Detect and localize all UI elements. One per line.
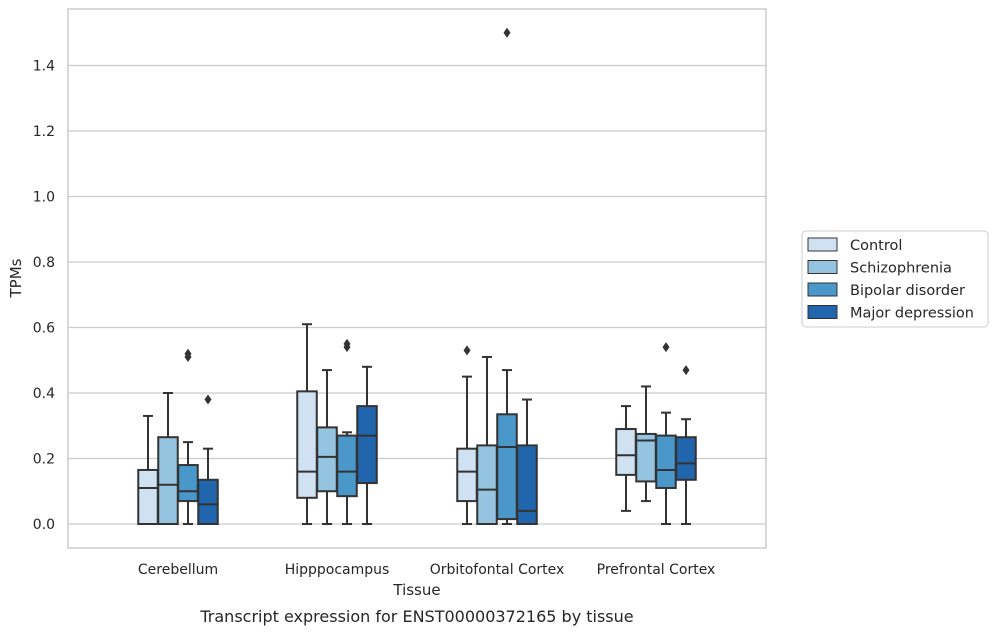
- box-body: [516, 444, 538, 525]
- y-tick-label: 0.4: [33, 386, 55, 402]
- box-body: [655, 434, 677, 489]
- y-tick-label: 0.6: [33, 321, 55, 337]
- legend-label: Control: [850, 238, 902, 254]
- box-body: [336, 434, 358, 498]
- box-body: [356, 405, 378, 485]
- box-body: [456, 447, 478, 503]
- box-body: [675, 436, 697, 481]
- box-schizophrenia-3: [635, 385, 657, 503]
- y-tick-label: 1.4: [33, 59, 55, 75]
- x-tick-label: Orbitofontal Cortex: [430, 562, 565, 578]
- box-body: [157, 436, 179, 525]
- y-tick-label: 0.0: [33, 517, 55, 533]
- legend-swatch: [807, 305, 838, 319]
- box-control-2: [456, 345, 478, 525]
- box-bipolar-disorder-1: [336, 338, 358, 525]
- box-body: [137, 468, 159, 525]
- x-tick-label: Cerebellum: [138, 562, 218, 578]
- legend-label: Schizophrenia: [850, 261, 952, 277]
- box-bipolar-disorder-0: [177, 348, 199, 525]
- box-body: [296, 390, 318, 499]
- legend-label: Major depression: [850, 306, 974, 322]
- x-axis-title: Tissue: [392, 581, 440, 599]
- box-control-0: [137, 414, 159, 525]
- legend: Control Schizophrenia Bipolar disorder Majo…: [801, 230, 989, 328]
- box-body: [316, 426, 338, 493]
- y-tick-label: 1.0: [33, 190, 55, 206]
- x-tick-labels: Cerebellum Hipppocampus Orbitofontal Corte…: [138, 562, 715, 578]
- plot-area-frame: [67, 8, 767, 549]
- box-control-3: [615, 405, 637, 512]
- box-major-depression-1: [356, 365, 378, 525]
- legend-label: Bipolar disorder: [850, 283, 965, 299]
- box-body: [496, 413, 518, 521]
- box-major-depression-2: [516, 398, 538, 525]
- outlier-point: [682, 365, 690, 376]
- box-body: [197, 478, 219, 526]
- outlier-point: [662, 342, 670, 353]
- y-tick-label: 0.8: [33, 255, 55, 271]
- box-control-1: [296, 323, 318, 525]
- x-tick-label: Prefrontal Cortex: [597, 562, 716, 578]
- legend-frame: [801, 230, 989, 328]
- box-plots: [137, 27, 697, 526]
- box-schizophrenia-2: [476, 355, 498, 525]
- box-major-depression-3: [675, 365, 697, 525]
- box-schizophrenia-0: [157, 392, 179, 525]
- y-tick-label: 1.2: [33, 124, 55, 140]
- box-schizophrenia-1: [316, 369, 338, 525]
- outlier-point: [184, 348, 192, 359]
- outlier-point: [463, 345, 471, 356]
- y-tick-label: 0.2: [33, 452, 55, 468]
- box-bipolar-disorder-2: [496, 27, 518, 525]
- box-body: [476, 444, 498, 525]
- y-axis-title: TPMs: [7, 258, 25, 298]
- box-major-depression-0: [197, 394, 219, 526]
- outlier-point: [204, 394, 212, 405]
- chart-caption: Transcript expression for ENST0000037216…: [199, 607, 633, 626]
- box-bipolar-disorder-3: [655, 342, 677, 525]
- y-tick-labels: 0.0 0.2 0.4 0.6 0.8 1.0 1.2 1.4: [33, 59, 55, 534]
- legend-swatch: [807, 260, 838, 274]
- outlier-point: [343, 338, 351, 349]
- box-body: [177, 464, 199, 503]
- outlier-point: [503, 27, 511, 38]
- legend-swatch: [807, 237, 838, 252]
- legend-swatch: [807, 282, 838, 297]
- x-tick-label: Hipppocampus: [285, 562, 390, 578]
- box-body: [615, 428, 637, 476]
- gridlines: [68, 64, 766, 525]
